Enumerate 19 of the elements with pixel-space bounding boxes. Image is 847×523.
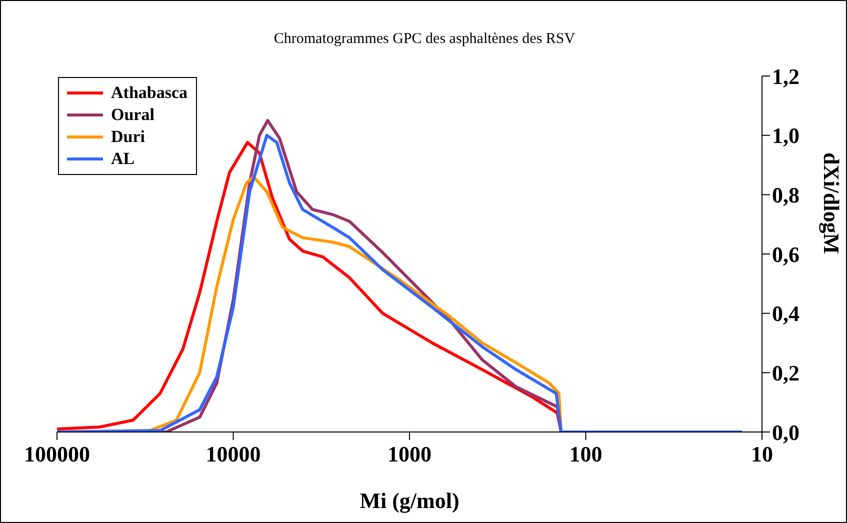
x-tick-label: 1000 [388,442,432,467]
y-tick-label: 0,6 [772,242,800,267]
y-tick-label: 0,2 [772,360,800,386]
x-tick-label: 10 [751,442,773,467]
x-tick-label: 10000 [206,442,261,467]
legend-label: AL [111,148,135,170]
legend-label: Oural [111,104,154,126]
y-axis-title: dXi/dlogM [819,152,844,254]
x-tick-label: 100000 [24,442,90,467]
y-tick-label: 1,0 [772,123,800,148]
legend-label: Athabasca [111,82,188,104]
y-tick-label: 1,2 [772,64,800,89]
chart-title: Chromatogrammes GPC des asphaltènes des RSV [272,31,576,48]
legend-label: Duri [111,126,145,148]
y-tick-label: 0,8 [772,182,800,208]
y-tick-label: 0,4 [772,301,800,326]
x-tick-label: 100 [569,442,602,467]
y-tick-label: 0,0 [772,420,800,445]
x-axis-title: Mi (g/mol) [360,488,460,513]
